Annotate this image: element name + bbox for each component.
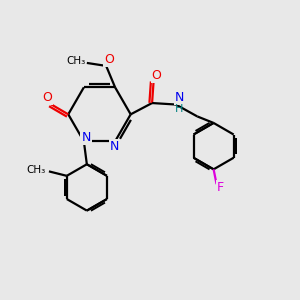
Text: O: O bbox=[152, 69, 161, 82]
Text: O: O bbox=[104, 53, 114, 67]
Text: F: F bbox=[217, 181, 224, 194]
Text: H: H bbox=[175, 104, 184, 114]
Text: O: O bbox=[43, 91, 52, 104]
Text: N: N bbox=[81, 131, 91, 144]
Text: CH₃: CH₃ bbox=[66, 56, 85, 66]
Text: N: N bbox=[110, 140, 119, 153]
Text: N: N bbox=[175, 92, 184, 104]
Text: CH₃: CH₃ bbox=[27, 165, 46, 175]
